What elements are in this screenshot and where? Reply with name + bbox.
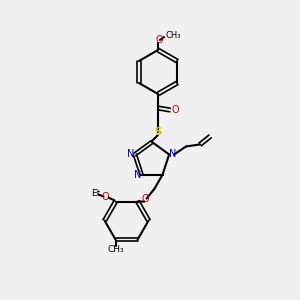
Text: O: O	[171, 105, 179, 115]
Text: N: N	[169, 149, 177, 159]
Text: O: O	[142, 194, 149, 204]
Text: CH₃: CH₃	[166, 32, 182, 40]
Text: N: N	[134, 169, 141, 180]
Text: CH₃: CH₃	[107, 245, 124, 254]
Text: N: N	[127, 149, 135, 159]
Text: O: O	[155, 35, 163, 45]
Text: S: S	[154, 127, 162, 137]
Text: Et: Et	[91, 189, 100, 198]
Text: O: O	[102, 191, 110, 202]
